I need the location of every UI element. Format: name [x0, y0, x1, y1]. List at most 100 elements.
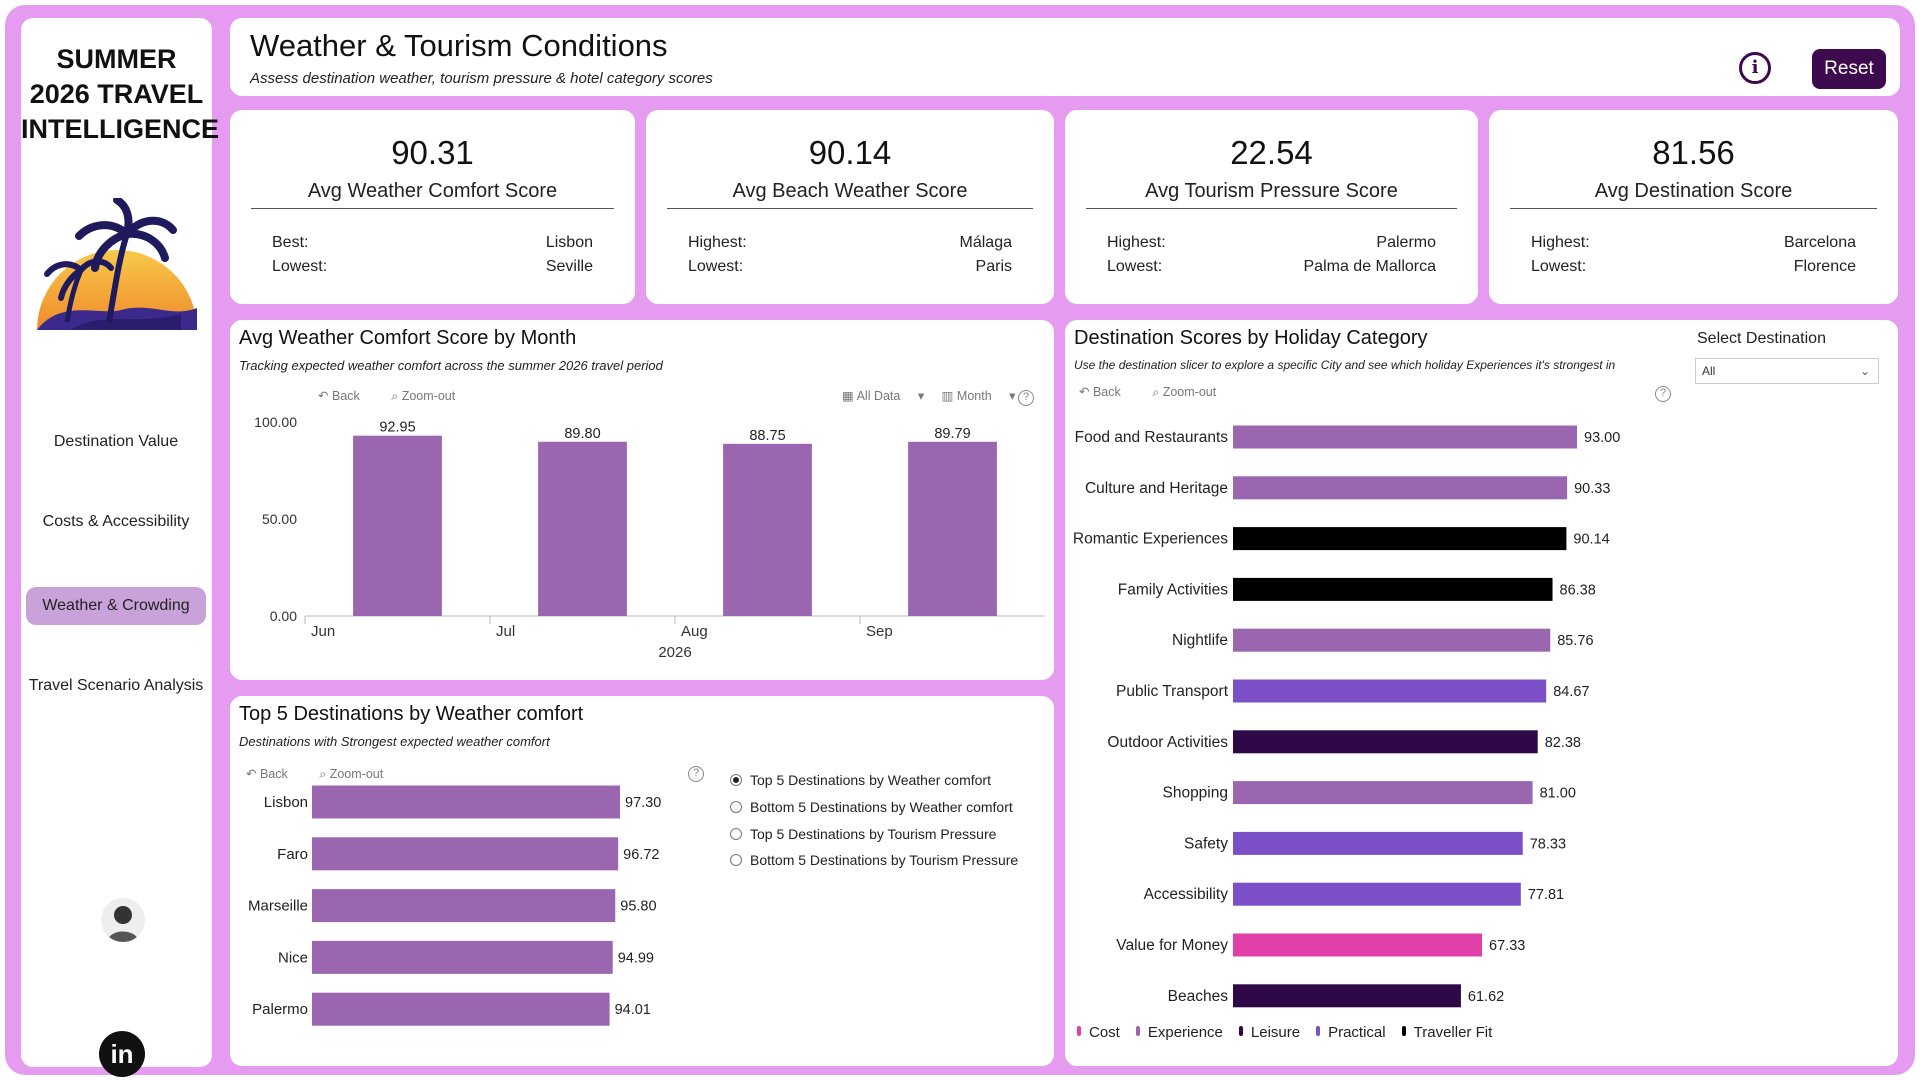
data-label: 95.80 [620, 899, 656, 915]
nav-destination-value[interactable]: Destination Value [53, 433, 179, 450]
data-label: 81.00 [1540, 786, 1576, 802]
y-tick-label: 100.00 [254, 414, 297, 430]
page-title: Weather & Tourism Conditions [250, 28, 668, 63]
report-title: SUMMER 2026 TRAVEL INTELLIGENCE [21, 42, 220, 147]
zoom-out-label: Zoom-out [401, 389, 456, 403]
kpi-row1-label: Highest: [1531, 234, 1590, 251]
data-label: 94.01 [615, 1002, 651, 1018]
page-header: Weather & Tourism Conditions Assess dest… [230, 18, 1900, 96]
category-label: Beaches [1168, 988, 1229, 1005]
category-label: Shopping [1162, 785, 1228, 802]
all-data-dropdown[interactable]: ▦ All Data ▾ [842, 389, 925, 403]
bar [312, 785, 620, 819]
kpi-row1-label: Highest: [1107, 234, 1166, 251]
legend-label: Cost [1089, 1024, 1120, 1041]
bar [1233, 476, 1568, 500]
legend-marker [1238, 1026, 1243, 1036]
chevron-down-icon: ⌄ [1859, 364, 1870, 378]
bar [1233, 577, 1553, 601]
weather-by-month-chart: 100.00 50.00 0.00 92.95 Jun 89.80 Jul 88.75 Aug 8… [254, 414, 1045, 661]
all-data-label: All Data [856, 389, 901, 403]
radio-bottom5-weather[interactable]: Bottom 5 Destinations by Weather comfort [730, 799, 1013, 815]
kpi-divider [251, 208, 614, 209]
bar [353, 435, 442, 616]
legend-label: Experience [1147, 1024, 1223, 1041]
linkedin-icon[interactable]: in [99, 1031, 145, 1077]
back-button[interactable]: ↶ Back [246, 767, 288, 781]
report-title-line-3: INTELLIGENCE [21, 114, 220, 144]
radio-icon [730, 854, 742, 866]
month-dropdown[interactable]: ▥ Month ▾ [941, 389, 1016, 403]
nav-travel-scenario-analysis[interactable]: Travel Scenario Analysis [28, 677, 204, 694]
bar [1233, 984, 1461, 1008]
help-icon[interactable]: ? [1655, 386, 1671, 402]
legend-item[interactable]: Cost [1077, 1024, 1120, 1041]
help-icon[interactable]: ? [688, 766, 704, 782]
kpi-row1-label: Highest: [688, 234, 747, 251]
data-label: 85.76 [1557, 633, 1593, 649]
back-button[interactable]: ↶ Back [1079, 385, 1121, 399]
destination-slicer[interactable]: All ⌄ [1695, 358, 1879, 384]
nav-weather-crowding[interactable]: Weather & Crowding [26, 587, 206, 625]
zoom-out-button[interactable]: ⌕ Zoom-out [1152, 385, 1217, 399]
data-label: 93.00 [1584, 430, 1620, 446]
kpi-label: Avg Destination Score [1594, 180, 1793, 202]
data-label: 67.33 [1489, 938, 1525, 954]
category-label: Marseille [248, 898, 308, 915]
palm-tree-sunset-logo [37, 198, 197, 330]
legend-item[interactable]: Leisure [1238, 1024, 1301, 1041]
reset-button[interactable]: Reset [1812, 49, 1886, 89]
category-label: Romantic Experiences [1073, 531, 1228, 548]
holiday-category-chart: Food and Restaurants 93.00 Culture and Her… [1073, 425, 1620, 1008]
category-label: Outdoor Activities [1107, 734, 1228, 751]
info-icon[interactable]: i [1739, 52, 1771, 84]
panel-title: Avg Weather Comfort Score by Month [239, 327, 577, 349]
legend-item[interactable]: Experience [1135, 1024, 1223, 1041]
data-label: 92.95 [379, 420, 415, 436]
radio-top5-weather[interactable]: Top 5 Destinations by Weather comfort [730, 772, 991, 788]
radio-label: Bottom 5 Destinations by Weather comfort [750, 799, 1013, 815]
data-label: 97.30 [625, 795, 661, 811]
legend-item[interactable]: Practical [1316, 1024, 1386, 1041]
chart-legend: Cost Experience Leisure Practical Traveller … [1077, 1024, 1508, 1041]
radio-icon [730, 801, 742, 813]
bar [312, 992, 610, 1026]
back-label: Back [1092, 385, 1121, 399]
bar [1233, 527, 1567, 551]
kpi-divider [667, 208, 1033, 209]
kpi-row1-label: Best: [272, 234, 309, 251]
category-label: Faro [277, 846, 308, 863]
radio-top5-pressure[interactable]: Top 5 Destinations by Tourism Pressure [730, 826, 996, 842]
legend-label: Leisure [1250, 1024, 1301, 1041]
radio-bottom5-pressure[interactable]: Bottom 5 Destinations by Tourism Pressur… [730, 852, 1018, 868]
bar [1233, 781, 1533, 805]
legend-marker [1401, 1026, 1406, 1036]
bar [538, 441, 627, 616]
kpi-row2-label: Lowest: [1531, 258, 1587, 275]
kpi-row2-value: Seville [545, 258, 593, 275]
slicer-label: Select Destination [1697, 330, 1826, 347]
back-button[interactable]: ↶ Back [318, 389, 360, 403]
data-label: 90.14 [1573, 532, 1609, 548]
top5-destinations-panel: Top 5 Destinations by Weather comfort De… [230, 696, 1054, 1066]
x-tick-label: Sep [866, 623, 893, 640]
sidebar: SUMMER 2026 TRAVEL INTELLIGENCE Destinat… [21, 18, 220, 1077]
bar [1233, 831, 1523, 855]
author-avatar[interactable] [101, 898, 145, 942]
zoom-out-button[interactable]: ⌕ Zoom-out [319, 767, 384, 781]
data-label: 89.80 [564, 426, 600, 442]
kpi-row2-label: Lowest: [1107, 258, 1163, 275]
person-icon [107, 906, 139, 942]
nav-costs-accessibility[interactable]: Costs & Accessibility [42, 513, 190, 530]
slicer-value: All [1702, 364, 1716, 378]
panel-subtitle: Destinations with Strongest expected wea… [239, 734, 550, 749]
panel-subtitle: Use the destination slicer to explore a … [1074, 358, 1616, 372]
x-tick-label: Jun [311, 623, 335, 640]
zoom-out-button[interactable]: ⌕ Zoom-out [391, 389, 456, 403]
bar [723, 443, 812, 616]
help-icon[interactable]: ? [1018, 390, 1034, 406]
legend-item[interactable]: Traveller Fit [1401, 1024, 1492, 1041]
kpi-row2-value: Palma de Mallorca [1303, 258, 1437, 275]
top5-destinations-chart: Lisbon 97.30 Faro 96.72 Marseille 95.80 Nice 94… [248, 785, 661, 1026]
bar [1233, 730, 1538, 754]
